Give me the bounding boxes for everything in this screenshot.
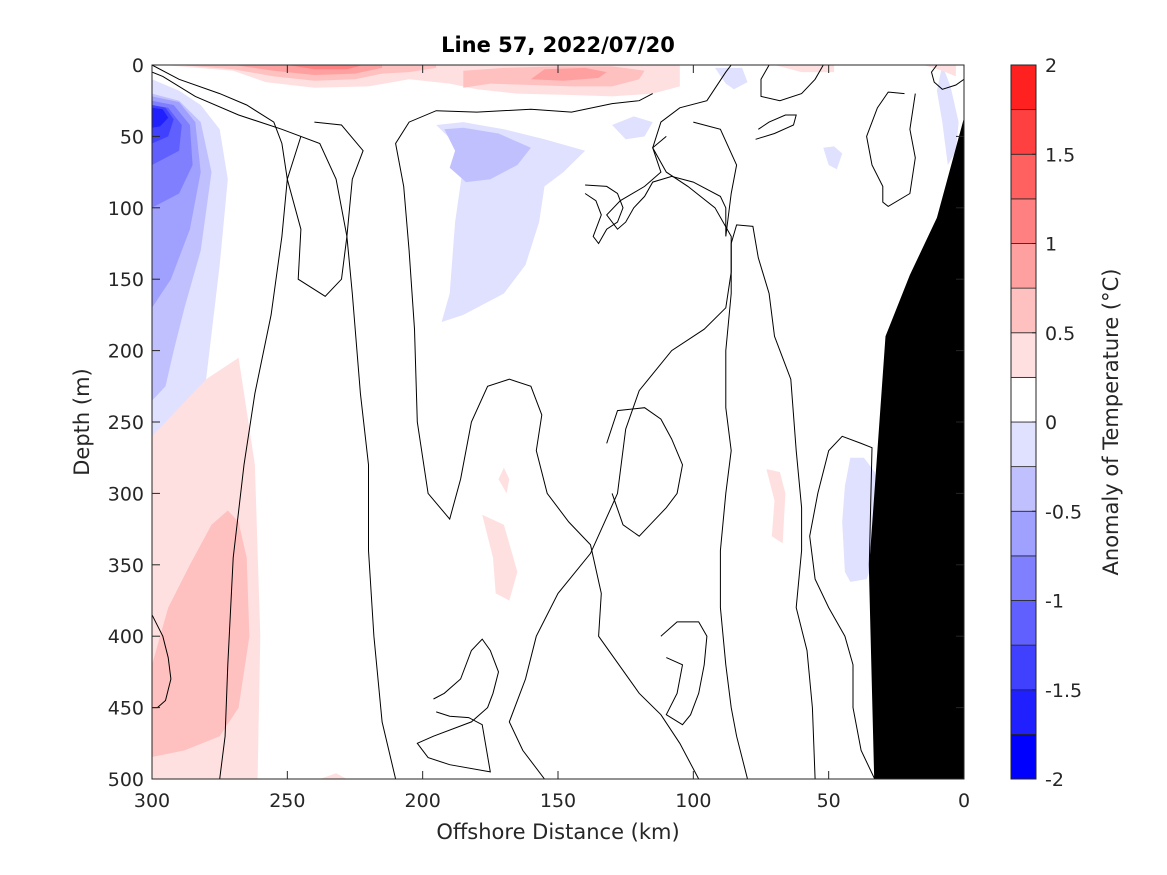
colorbar-tick-label: 0 <box>1045 412 1057 434</box>
y-tick-label: 350 <box>108 555 144 577</box>
cool-anomaly-region <box>152 107 169 128</box>
warm-anomaly-region <box>774 65 835 73</box>
colorbar-band <box>1010 689 1037 735</box>
warm-anomaly-region <box>152 510 250 758</box>
zero-contour-lines <box>152 65 964 779</box>
zero-contour-line <box>719 224 816 779</box>
colorbar-band <box>1010 466 1037 512</box>
y-tick-label: 450 <box>108 698 144 720</box>
y-tick-label: 0 <box>132 55 144 77</box>
seafloor-shape <box>869 117 964 779</box>
y-tick-label: 250 <box>108 412 144 434</box>
y-tick-label: 50 <box>120 126 144 148</box>
x-tick-label: 250 <box>269 790 305 812</box>
chart-title: Line 57, 2022/07/20 <box>441 33 675 57</box>
warm-anomaly-region <box>530 67 607 81</box>
y-tick-label: 150 <box>108 269 144 291</box>
y-axis-ticks: 0 50 100 150 200 250 300 350 400 450 500 <box>108 55 964 791</box>
colorbar-band <box>1010 510 1037 557</box>
colorbar-band <box>1010 153 1037 200</box>
colorbar-tick-label: 1.5 <box>1045 144 1075 166</box>
colorbar-band <box>1010 332 1037 378</box>
x-axis-title: Offshore Distance (km) <box>436 820 679 844</box>
seafloor-bathymetry <box>869 117 964 779</box>
colorbar-label: Anomaly of Temperature (°C) <box>1099 269 1123 576</box>
colorbar-band <box>1010 287 1037 334</box>
cool-anomaly-region <box>715 67 748 90</box>
colorbar-band <box>1010 376 1037 423</box>
x-tick-label: 300 <box>134 790 170 812</box>
x-tick-label: 50 <box>817 790 841 812</box>
zero-contour-line <box>930 65 964 90</box>
colorbar-band <box>1010 600 1037 646</box>
zero-contour-line <box>755 114 797 140</box>
y-tick-label: 500 <box>108 769 144 791</box>
colorbar-tick-label: 1 <box>1045 234 1057 256</box>
cool-anomaly-region <box>612 116 653 140</box>
colorbar-tick-label: -2 <box>1045 769 1064 791</box>
colorbar-band <box>1010 64 1037 111</box>
zero-contour-line <box>660 621 708 726</box>
colorbar-band <box>1010 109 1037 155</box>
colorbar: 2 1.5 1 0.5 0 -0.5 -1 -1.5 -2 <box>1010 55 1082 791</box>
y-tick-label: 100 <box>108 198 144 220</box>
warm-anomaly-region <box>498 467 510 494</box>
warm-anomaly-region <box>319 773 347 779</box>
x-tick-label: 0 <box>958 790 970 812</box>
colorbar-band <box>1010 555 1037 601</box>
warm-anomaly-region <box>923 65 956 77</box>
cool-anomaly-region <box>823 146 843 170</box>
y-tick-label: 400 <box>108 626 144 648</box>
x-tick-label: 150 <box>540 790 576 812</box>
anomaly-regions <box>152 65 959 779</box>
warm-anomaly-region <box>766 469 786 544</box>
plot-area: 300 250 200 150 100 50 0 050100150200250300350… <box>108 55 970 812</box>
zero-contour-line <box>809 435 876 779</box>
colorbar-band <box>1010 198 1037 244</box>
zero-contour-line <box>152 65 288 779</box>
colorbar-band <box>1010 644 1037 691</box>
colorbar-tick-label: -0.5 <box>1045 501 1082 523</box>
cool-anomaly-region <box>936 65 959 165</box>
zero-contour-line <box>508 65 732 779</box>
zero-contour-line <box>606 407 684 537</box>
colorbar-ticks: 2 1.5 1 0.5 0 -0.5 -1 -1.5 -2 <box>1032 55 1082 791</box>
zero-contour-line <box>606 121 738 237</box>
zero-contour-line <box>286 121 364 297</box>
warm-anomaly-region <box>482 514 518 601</box>
zero-contour-line <box>866 91 916 208</box>
colorbar-tick-label: -1 <box>1045 591 1064 613</box>
x-axis-ticks: 300 250 200 150 100 50 0 <box>134 65 970 812</box>
y-tick-label: 300 <box>108 483 144 505</box>
colorbar-tick-label: 0.5 <box>1045 323 1075 345</box>
colorbar-tick-label: -1.5 <box>1045 680 1082 702</box>
warm-anomaly-region <box>287 65 364 70</box>
zero-contour-line <box>760 65 824 102</box>
zero-contour-line <box>395 93 700 779</box>
x-tick-label: 100 <box>675 790 711 812</box>
cool-anomaly-region <box>444 127 531 183</box>
y-axis-title: Depth (m) <box>70 368 94 475</box>
colorbar-band <box>1010 733 1037 780</box>
zero-contour-line <box>584 184 624 245</box>
colorbar-band <box>1010 421 1037 468</box>
zero-contour-line <box>416 638 500 773</box>
colorbar-tick-label: 2 <box>1045 55 1057 77</box>
x-tick-label: 200 <box>405 790 441 812</box>
colorbar-band <box>1010 243 1037 289</box>
y-tick-label: 200 <box>108 341 144 363</box>
